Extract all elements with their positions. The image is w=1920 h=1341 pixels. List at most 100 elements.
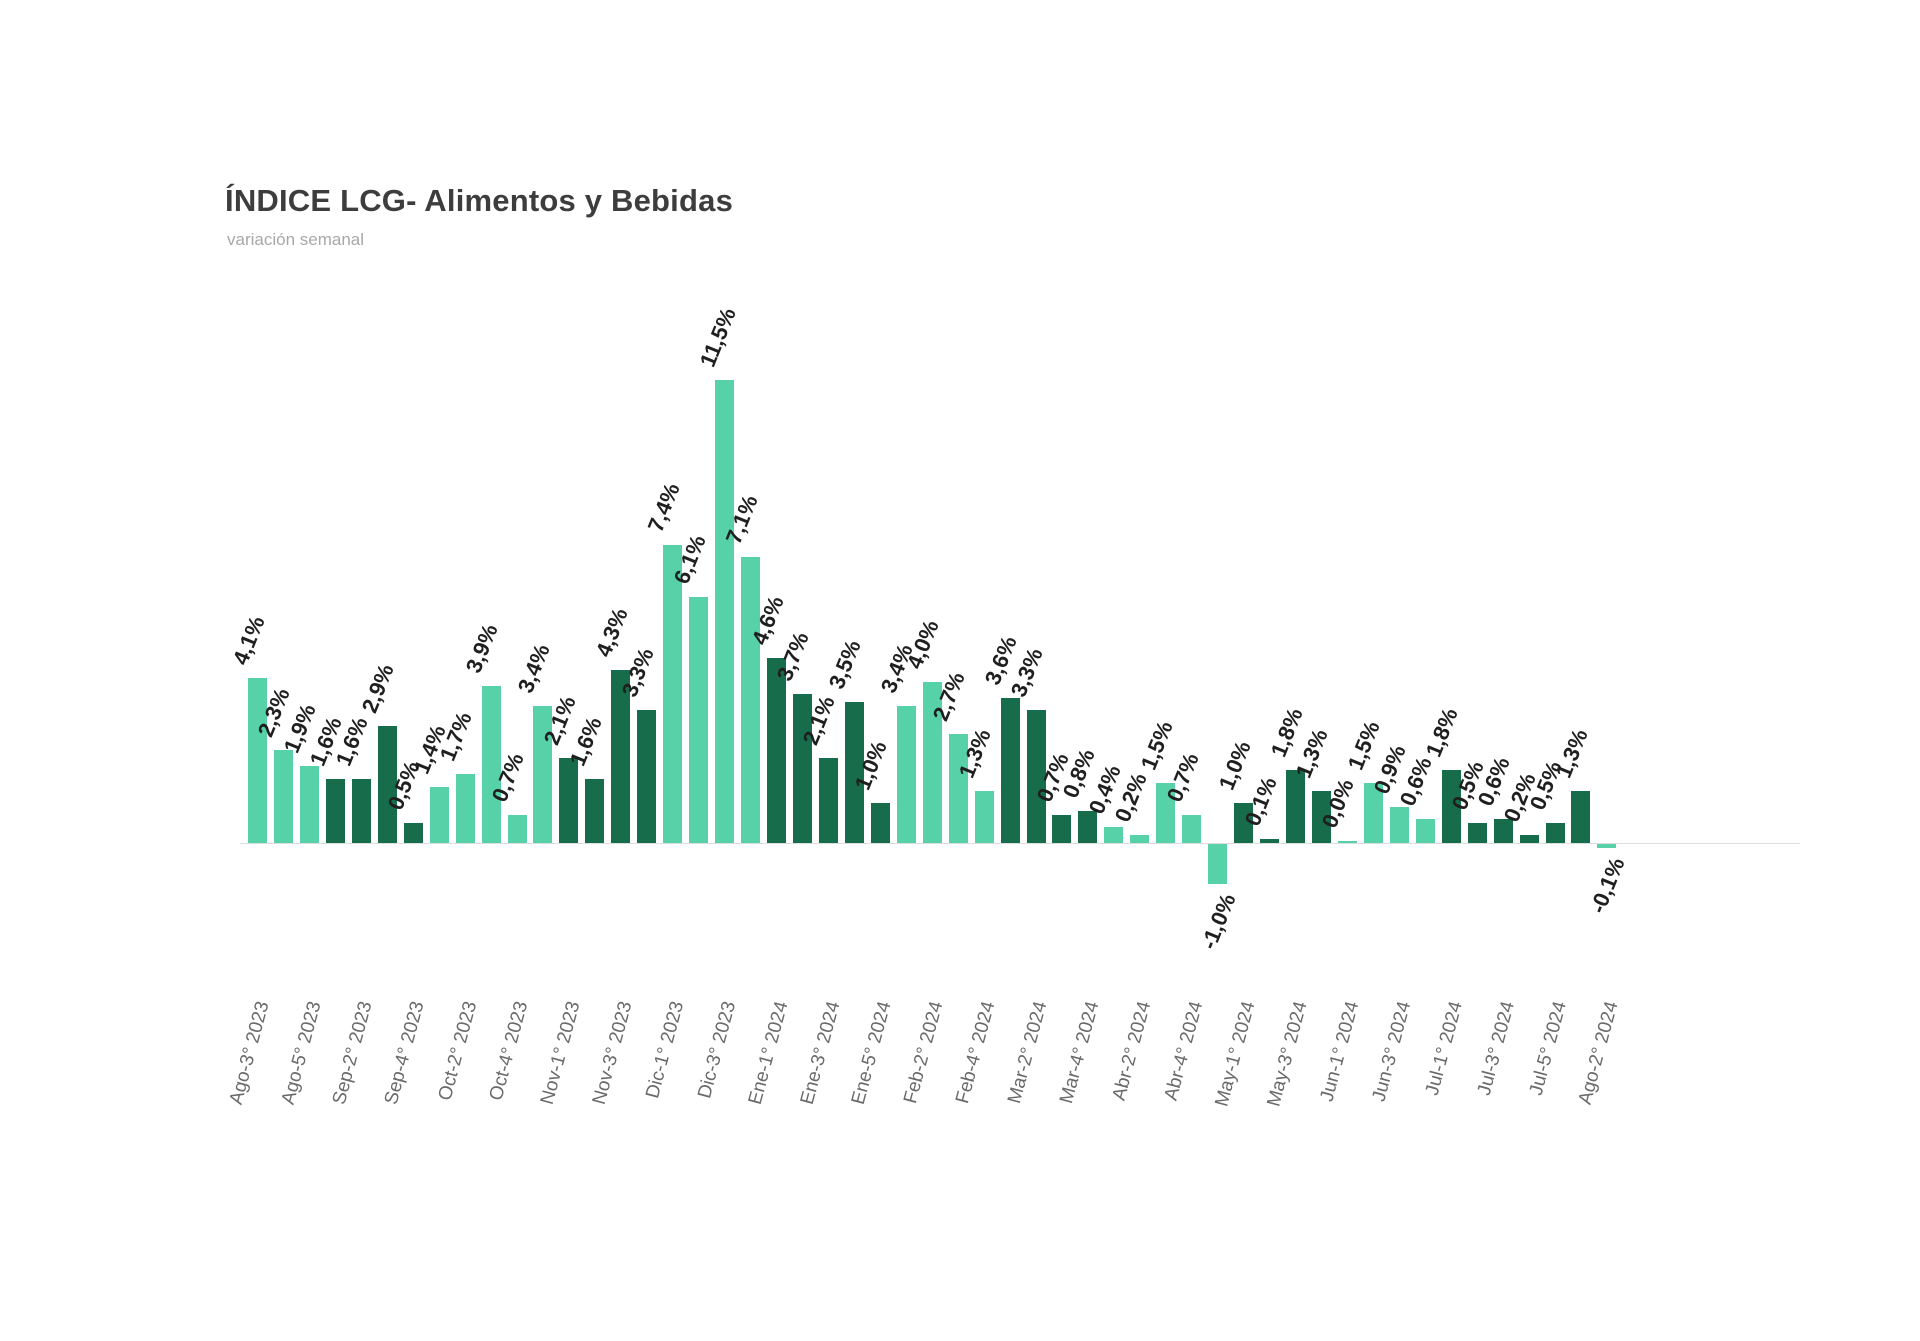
bar [1000,697,1020,843]
bar [1156,782,1176,843]
x-axis-tick-label: Oct-2° 2023 [434,999,481,1103]
bar [1415,818,1435,843]
x-axis-tick-label: Jul-3° 2024 [1473,999,1519,1098]
bar [248,677,267,843]
bar [922,681,942,843]
bar-value-label: 0,7% [1161,749,1204,806]
x-axis-tick-label: Ago-3° 2023 [225,999,274,1107]
bar-value-label: 3,4% [512,640,555,697]
x-axis-tick-label: Dic-3° 2023 [694,999,741,1101]
bar [1208,844,1228,885]
bar-value-label: -1,0% [1196,890,1241,954]
bar [663,544,683,843]
x-axis-tick-label: Jul-1° 2024 [1421,999,1467,1098]
bar [559,758,579,843]
bar [844,701,864,843]
bar [585,778,605,843]
x-axis-tick-label: Jun-1° 2024 [1316,999,1364,1104]
bar-value-label: 4,3% [590,604,633,661]
bar [1130,834,1150,843]
bar [870,802,890,843]
bar [1311,790,1331,843]
bar [689,597,709,843]
x-axis-line [240,843,1800,844]
x-axis-tick-label: Feb-2° 2024 [900,999,948,1106]
x-axis-tick-label: Ene-1° 2024 [744,999,793,1107]
bar [1052,814,1072,843]
bar [325,778,345,843]
bar-value-label: 4,1% [227,612,270,669]
bar [741,556,761,843]
bar [792,693,812,843]
bar [1337,841,1357,843]
bar-value-label: 0,1% [1239,773,1282,830]
bar-value-label: 2,7% [927,668,970,725]
bar-value-label: 3,9% [460,620,503,677]
bar [1078,810,1098,843]
bar [351,778,371,843]
bar-value-label: 11,5% [694,303,741,370]
bar-value-label: 3,7% [772,628,815,685]
bar-value-label: 1,5% [1135,717,1178,773]
bar [1441,770,1461,843]
bar [377,726,397,843]
x-axis-tick-label: Nov-3° 2023 [588,999,637,1107]
x-axis-tick-label: Jun-3° 2024 [1368,999,1415,1104]
bar [637,710,657,843]
bar [299,766,319,843]
x-axis-tick-label: Feb-4° 2024 [952,999,1000,1106]
bar [1234,802,1254,843]
bar [273,750,293,843]
bar [1260,838,1280,843]
bar [1026,710,1046,843]
bar [507,814,527,843]
bar [1545,822,1565,843]
x-axis-tick-label: Ene-5° 2024 [848,999,896,1107]
bar-value-label: 4,0% [901,616,944,673]
x-axis-tick-label: Sep-2° 2023 [329,999,377,1107]
bar [1519,834,1539,843]
bar [1467,822,1487,843]
x-axis-tick-label: Ene-3° 2024 [796,999,845,1107]
bar [767,657,786,843]
bar-value-label: 0,0% [1317,775,1360,832]
bar [1571,790,1591,843]
bar [818,758,838,843]
x-axis-tick-label: May-1° 2024 [1211,999,1260,1109]
bar [1597,844,1617,849]
bar [1363,782,1383,843]
bar [481,685,501,843]
bar [948,734,968,843]
bar [974,790,994,843]
bar [1104,826,1124,843]
x-axis-tick-label: Mar-4° 2024 [1056,999,1104,1106]
bar-value-label: 1,8% [1420,704,1463,761]
x-axis-tick-label: Oct-4° 2023 [486,999,533,1103]
bar [896,705,916,843]
bar [1286,770,1305,843]
bar-value-label: -0,1% [1585,854,1631,917]
bar-value-label: 3,5% [824,636,867,693]
bar-value-label: 6,1% [668,531,711,588]
bar-value-label: 1,3% [1550,725,1593,781]
x-axis-tick-label: Mar-2° 2024 [1004,999,1052,1106]
x-axis-tick-label: Nov-1° 2023 [536,999,585,1107]
bar [455,774,475,843]
bar [533,705,553,843]
chart-subtitle: variación semanal [227,230,365,249]
bar-value-label: 7,4% [642,479,685,536]
x-axis-tick-label: Abr-4° 2024 [1160,999,1208,1103]
bar [611,669,631,843]
bar [1493,818,1513,843]
x-axis-tick-label: Dic-1° 2023 [642,999,689,1101]
bar [429,786,449,843]
bar [1389,806,1409,843]
chart-title: ÍNDICE LCG- Alimentos y Bebidas [225,183,734,218]
bar-value-label: 2,9% [356,660,399,717]
bar [715,379,735,843]
bar-value-label: 1,7% [434,708,477,765]
x-axis-tick-label: May-3° 2024 [1262,999,1312,1109]
bar-value-label: 1,0% [1213,737,1256,794]
